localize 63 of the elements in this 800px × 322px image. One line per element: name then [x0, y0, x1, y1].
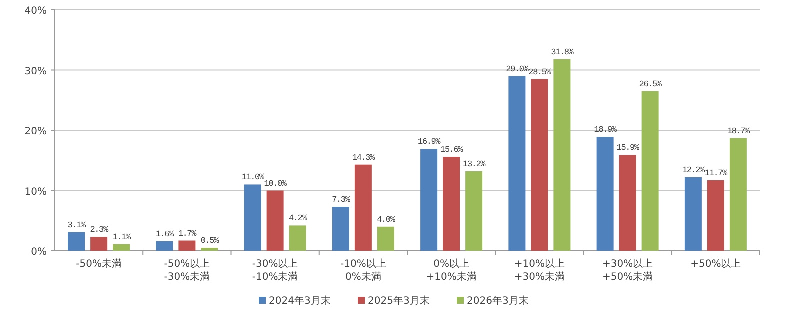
bar — [90, 237, 108, 251]
y-tick-label: 30% — [24, 66, 47, 78]
bar — [554, 59, 571, 251]
y-tick-label: 10% — [24, 186, 47, 198]
bar — [596, 137, 614, 251]
data-label: 7.3% — [332, 195, 352, 206]
data-label: 18.7% — [727, 126, 752, 136]
bar — [201, 248, 218, 251]
data-label: 1.7% — [178, 228, 198, 239]
bar — [443, 157, 460, 251]
x-tick-label: +50%以上 — [690, 258, 742, 270]
data-label: 0.5% — [200, 236, 220, 246]
data-label: 31.8% — [551, 47, 575, 58]
bar — [642, 91, 659, 251]
bar — [289, 226, 306, 251]
x-tick-label: +10%以上 +30%未満 — [514, 258, 565, 283]
bar — [508, 76, 526, 251]
data-label: 11.7% — [704, 168, 729, 179]
bar — [156, 241, 174, 251]
bar — [730, 138, 747, 251]
data-label: 15.9% — [616, 143, 640, 154]
data-label: 13.2% — [463, 159, 487, 170]
bar — [354, 164, 372, 251]
bar — [466, 171, 483, 251]
x-tick-label: -50%以上 -30%未満 — [164, 258, 210, 283]
bar — [68, 232, 86, 251]
bar — [684, 177, 702, 251]
data-label: 14.3% — [352, 152, 376, 163]
data-label: 10.0% — [264, 178, 288, 189]
data-label: 3.1% — [68, 220, 87, 230]
data-label: 4.0% — [377, 214, 396, 225]
data-label: 28.5% — [528, 67, 552, 78]
data-label: 1.6% — [156, 229, 176, 240]
data-label: 16.9% — [418, 137, 442, 148]
x-tick-label: 0%以上 +10%未満 — [426, 258, 477, 283]
bar — [244, 184, 262, 251]
y-tick-label: 40% — [24, 6, 47, 17]
bar — [266, 190, 284, 251]
data-label: 26.5% — [639, 79, 663, 90]
x-tick-label: -50%未満 — [76, 258, 122, 270]
bar — [707, 180, 724, 251]
bar — [531, 79, 548, 251]
x-tick-label: -10%以上 0%未満 — [340, 258, 386, 283]
legend-label: 2026年3月末 — [467, 295, 529, 307]
data-label: 18.9% — [594, 125, 618, 136]
bar — [420, 149, 438, 251]
data-label: 11.0% — [242, 172, 266, 183]
bar — [619, 155, 636, 251]
data-label: 1.1% — [112, 232, 132, 242]
data-label: 29.0% — [506, 64, 530, 74]
bar — [178, 240, 196, 251]
y-tick-label: 20% — [24, 126, 47, 138]
legend-label: 2025年3月末 — [368, 295, 430, 307]
x-tick-label: -30%以上 -10%未満 — [252, 258, 298, 283]
data-label: 4.2% — [289, 214, 308, 224]
bar — [113, 244, 130, 251]
legend-label: 2024年3月末 — [269, 295, 331, 307]
x-tick-label: +30%以上 +50%未満 — [602, 258, 654, 283]
bar — [332, 207, 350, 251]
data-label: 15.6% — [440, 145, 464, 156]
data-label: 2.3% — [90, 225, 110, 236]
y-tick-label: 0% — [31, 247, 47, 258]
bar — [377, 226, 394, 251]
